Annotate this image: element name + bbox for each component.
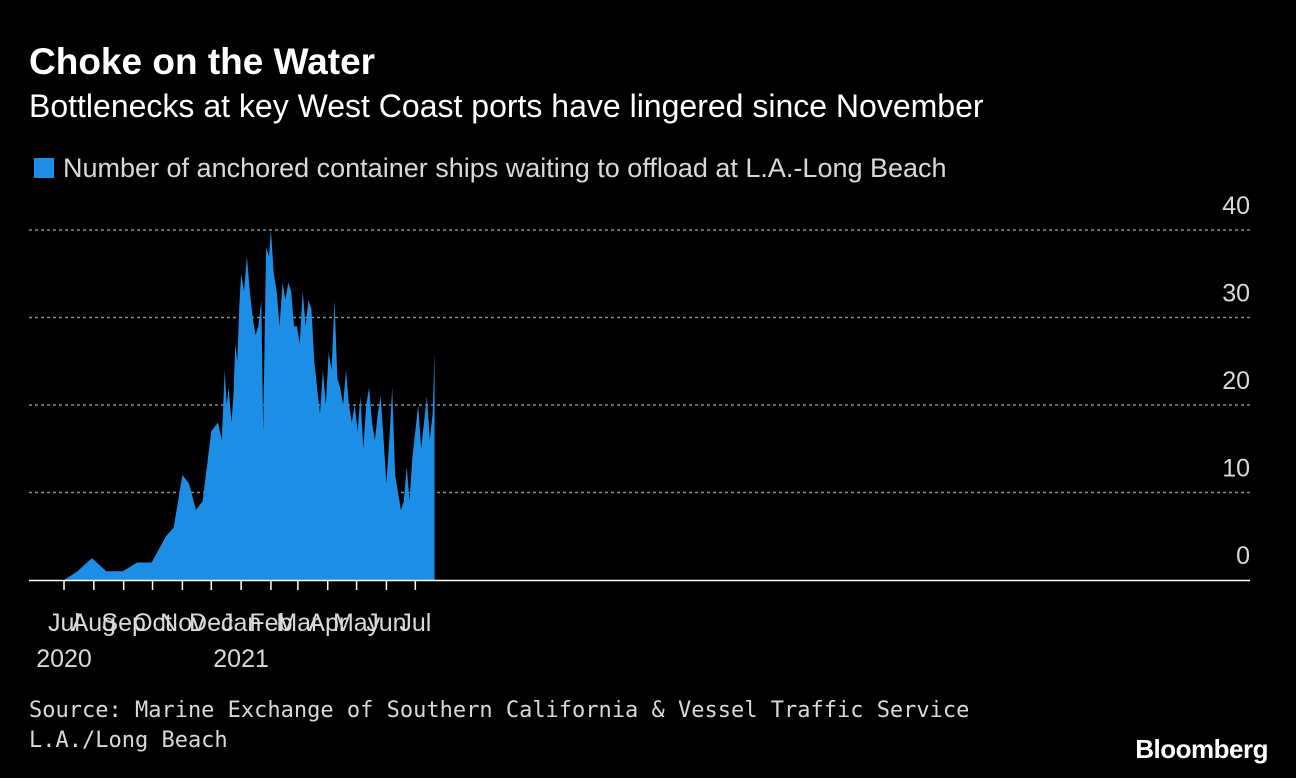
series-area [64, 230, 435, 580]
y-tick-label: 10 [1222, 455, 1250, 483]
x-tick-label: Apr [308, 609, 347, 637]
x-tick-label: Jun [366, 609, 406, 637]
legend-swatch [34, 158, 54, 178]
brand-logo: Bloomberg [1135, 734, 1268, 764]
y-axis-labels: 0 10 20 30 40 [1222, 192, 1250, 570]
chart-title: Choke on the Water [29, 41, 376, 82]
x-tick-label: Oct [133, 609, 172, 637]
y-tick-label: 0 [1236, 542, 1250, 570]
x-tick-label: Jul [399, 609, 431, 637]
source-note: Source: Marine Exchange of Southern Cali… [29, 698, 970, 753]
x-tick-label: Sep [101, 609, 145, 637]
x-tick-label: Feb [249, 609, 292, 637]
x-tick-label: May [333, 609, 381, 637]
legend: Number of anchored container ships waiti… [34, 152, 947, 184]
y-tick-label: 20 [1222, 367, 1250, 395]
legend-label: Number of anchored container ships waiti… [63, 152, 947, 183]
series-area-path [64, 230, 435, 580]
x-tick-label: Aug [72, 609, 116, 637]
x-tick-label: Jul [48, 609, 80, 637]
x-year-label: 2021 [213, 645, 269, 673]
y-tick-label: 30 [1222, 280, 1250, 308]
y-tick-label: 40 [1222, 192, 1250, 220]
x-year-label: 2020 [36, 645, 92, 673]
x-tick-label: Mar [276, 609, 319, 637]
x-axis [29, 579, 1250, 590]
x-tick-label: Nov [160, 609, 205, 637]
x-tick-label: Jan [221, 609, 261, 637]
chart-subtitle: Bottlenecks at key West Coast ports have… [29, 88, 984, 124]
x-tick-label: Dec [189, 609, 233, 637]
